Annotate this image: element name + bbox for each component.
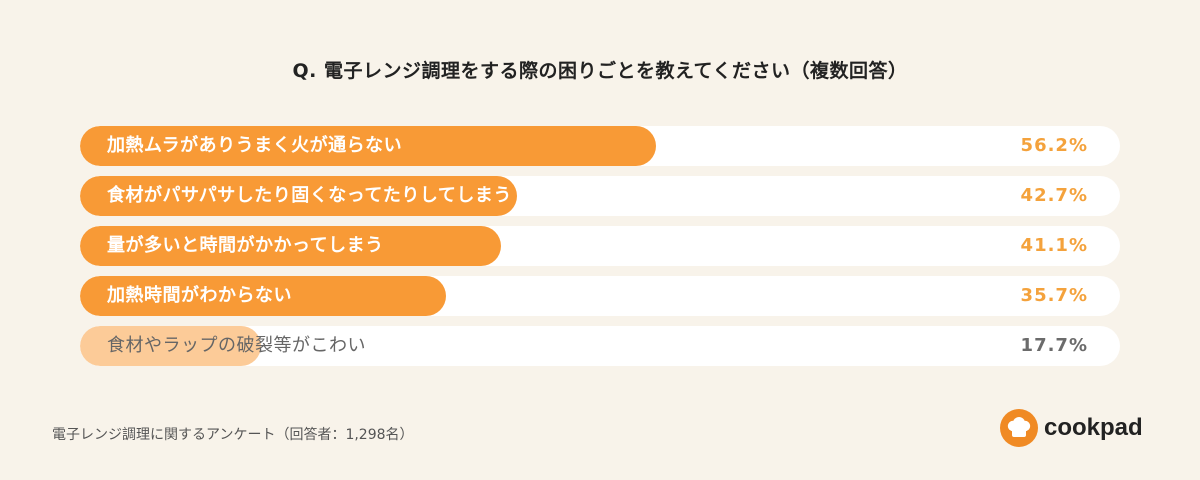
bar-row-4: 加熱時間がわからない 35.7% [80,276,1120,316]
cookpad-logo: cookpad [1000,408,1143,448]
bar-label-3: 量が多いと時間がかかってしまう [107,235,384,256]
bar-row-3: 量が多いと時間がかかってしまう 41.1% [80,226,1120,266]
survey-footnote: 電子レンジ調理に関するアンケート（回答者：1,298名） [52,427,414,443]
bar-row-1: 加熱ムラがありうまく火が通らない 56.2% [80,126,1120,166]
bar-1 [80,126,656,166]
bar-value-2: 42.7% [1020,185,1088,206]
bar-value-3: 41.1% [1020,235,1088,256]
bar-3 [80,226,501,266]
bar-label-2: 食材がパサパサしたり固くなってたりしてしまう [107,185,512,206]
bar-chart: 加熱ムラがありうまく火が通らない 56.2% 食材がパサパサしたり固くなってたり… [80,126,1120,376]
bar-label-4: 加熱時間がわからない [107,285,292,306]
bar-label-1: 加熱ムラがありうまく火が通らない [107,135,403,156]
chef-hat-icon [1000,409,1038,447]
bar-row-2: 食材がパサパサしたり固くなってたりしてしまう 42.7% [80,176,1120,216]
bar-2 [80,176,517,216]
bar-4 [80,276,446,316]
bar-row-5: 食材やラップの破裂等がこわい 17.7% [80,326,1120,366]
bar-value-5: 17.7% [1020,335,1088,356]
bar-label-5: 食材やラップの破裂等がこわい [107,335,366,356]
bar-value-1: 56.2% [1020,135,1088,156]
bar-value-4: 35.7% [1020,285,1088,306]
brand-name: cookpad [1044,414,1143,441]
bar-5 [80,326,261,366]
chart-title: Q. 電子レンジ調理をする際の困りごとを教えてください（複数回答） [292,60,908,82]
